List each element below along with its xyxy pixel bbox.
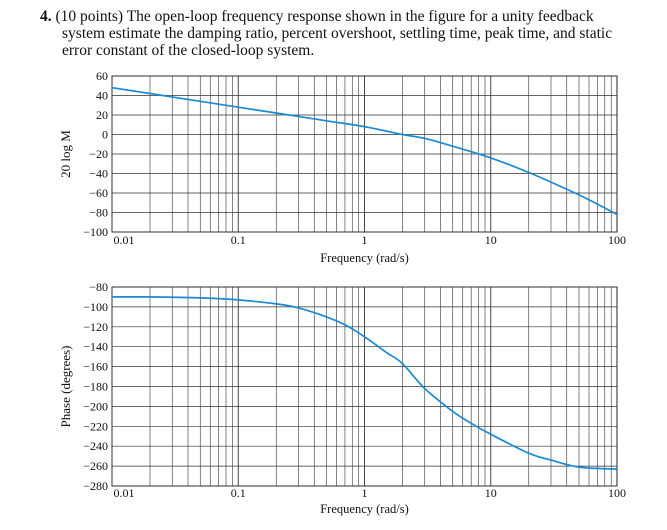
question-line-3: error constant of the closed-loop system…: [62, 42, 315, 59]
phase-x-tick-label: 10: [485, 486, 497, 500]
phase-y-tick-label: −180: [83, 380, 108, 394]
phase-y-tick-label: −280: [83, 479, 108, 493]
question-line-1-text: (10 points) The open-loop frequency resp…: [55, 8, 594, 25]
question-number: 4.: [40, 8, 52, 25]
phase-series-line: [111, 296, 618, 470]
phase-y-tick-label: −100: [83, 300, 108, 314]
phase-y-tick-label: −260: [83, 459, 108, 473]
magnitude-y-axis-label: 20 log M: [58, 130, 73, 178]
magnitude-y-tick-label: −40: [89, 167, 108, 181]
magnitude-y-tick-label: −20: [89, 147, 108, 161]
question-line-2: system estimate the damping ratio, perce…: [62, 25, 613, 42]
phase-x-tick-label: 0.1: [231, 486, 246, 500]
phase-x-axis-label: Frequency (rad/s): [320, 502, 409, 516]
phase-y-tick-label: −200: [83, 399, 108, 413]
phase-y-tick-label: −140: [83, 340, 108, 354]
phase-y-tick-label: −120: [83, 320, 108, 334]
phase-y-tick-label: −80: [89, 280, 108, 294]
phase-x-tick-label: 100: [608, 486, 626, 500]
phase-y-tick-label: −220: [83, 419, 108, 433]
magnitude-x-tick-label: 10: [485, 233, 497, 247]
magnitude-x-tick-label: 0.01: [114, 233, 135, 247]
magnitude-x-tick-label: 100: [608, 233, 626, 247]
question-text: 4. (10 points) The open-loop frequency r…: [40, 8, 640, 59]
magnitude-y-tick-label: −100: [83, 225, 108, 239]
magnitude-x-tick-label: 0.1: [231, 233, 246, 247]
magnitude-y-tick-label: −80: [89, 206, 108, 220]
magnitude-y-tick-label: −60: [89, 186, 108, 200]
magnitude-x-axis-label: Frequency (rad/s): [320, 251, 409, 265]
magnitude-y-tick-label: 0: [102, 128, 108, 142]
magnitude-y-tick-label: 20: [96, 108, 108, 122]
phase-x-tick-label: 1: [362, 486, 368, 500]
magnitude-x-tick-label: 1: [362, 233, 368, 247]
phase-y-tick-label: −240: [83, 439, 108, 453]
magnitude-y-tick-label: 60: [96, 69, 108, 83]
phase-y-tick-label: −160: [83, 360, 108, 374]
phase-y-axis-label: Phase (degrees): [58, 346, 73, 428]
magnitude-y-tick-label: 40: [96, 89, 108, 103]
question-line-1: 4. (10 points) The open-loop frequency r…: [40, 8, 640, 25]
phase-x-tick-label: 0.01: [114, 486, 135, 500]
magnitude-series-line: [111, 86, 618, 216]
